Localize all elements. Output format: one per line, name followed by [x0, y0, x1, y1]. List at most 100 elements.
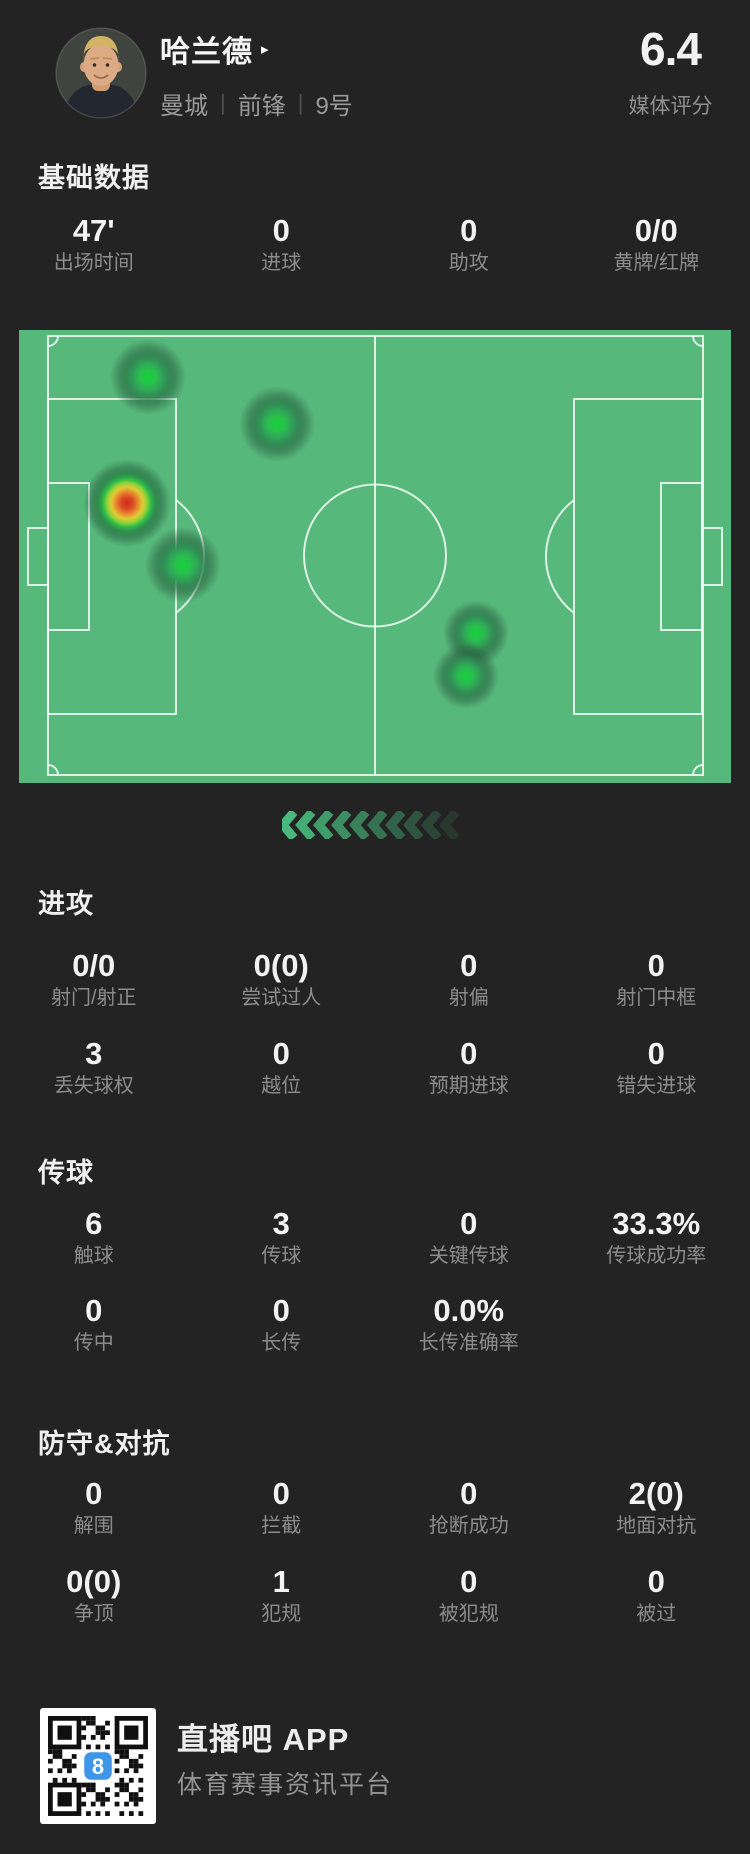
stat-cell: 2(0) 地面对抗: [563, 1475, 750, 1539]
section-title-basic: 基础数据: [38, 163, 150, 193]
rating-block: 6.4 媒体评分: [598, 24, 743, 120]
stat-label: 长传: [261, 1332, 302, 1354]
stat-cell: 0 射偏: [375, 947, 563, 1011]
chevron-left-icon: [313, 811, 334, 839]
stat-row-def-1: 0 解围 0 拦截 0 抢断成功 2(0) 地面对抗: [0, 1475, 750, 1539]
team-name: 曼城: [160, 93, 208, 120]
stat-value: 0(0): [66, 1564, 122, 1599]
stat-label: 进球: [261, 252, 302, 274]
stat-value: 33.3%: [612, 1206, 701, 1241]
stat-value: 0: [460, 1206, 478, 1241]
stat-cell: 3 丢失球权: [0, 1035, 188, 1099]
chevron-left-icon: [331, 811, 352, 839]
stat-value: 0.0%: [433, 1293, 505, 1328]
app-tagline: 体育赛事资讯平台: [177, 1771, 394, 1799]
stat-row-attack-1: 0/0 射门/射正 0(0) 尝试过人 0 射偏 0 射门中框: [0, 947, 750, 1011]
stat-label: 长传准确率: [418, 1332, 519, 1354]
chevron-left-icon: [403, 811, 424, 839]
stat-value: 3: [272, 1206, 290, 1241]
chevron-left-icon: [349, 811, 370, 839]
stat-value: 3: [85, 1036, 103, 1071]
stat-label: 抢断成功: [428, 1515, 509, 1537]
stat-value: 0(0): [253, 948, 309, 983]
stat-cell: 47' 出场时间: [0, 212, 188, 276]
chevron-left-icon: [367, 811, 388, 839]
stat-value: 0: [460, 213, 478, 248]
stat-value: 47': [72, 213, 115, 248]
stat-cell: 0/0 黄牌/红牌: [563, 212, 750, 276]
heat-spots: [83, 339, 509, 709]
stat-value: 0: [460, 1036, 478, 1071]
attack-direction-chevrons-left-icon: [282, 811, 460, 839]
stat-cell: 0 被犯规: [375, 1563, 563, 1627]
stat-label: 黄牌/红牌: [613, 252, 700, 274]
stat-label: 被过: [636, 1603, 677, 1625]
chevron-left-icon: [439, 811, 460, 839]
stat-row-def-2: 0(0) 争顶 1 犯规 0 被犯规 0 被过: [0, 1563, 750, 1627]
media-rating-value: 6.4: [640, 23, 702, 75]
stat-cell: 0 长传: [188, 1292, 376, 1356]
app-qr-code: 8: [40, 1708, 156, 1824]
player-avatar[interactable]: [55, 27, 147, 119]
section-title-defense: 防守&对抗: [38, 1429, 171, 1459]
stat-row-basic: 47' 出场时间 0 进球 0 助攻 0/0 黄牌/红牌: [0, 212, 750, 276]
section-title-attack: 进攻: [38, 889, 94, 919]
stat-label: 传球成功率: [606, 1245, 707, 1267]
stat-value: 0: [272, 1293, 290, 1328]
stat-cell: 6 触球: [0, 1205, 188, 1269]
stat-cell: 0(0) 尝试过人: [188, 947, 376, 1011]
stat-label: 传中: [73, 1332, 114, 1354]
stat-cell: 1 犯规: [188, 1563, 376, 1627]
stat-label: 预期进球: [428, 1075, 509, 1097]
heat-spot-green: [110, 339, 186, 415]
chevron-left-icon: [295, 811, 316, 839]
stat-value: 0/0: [72, 948, 116, 983]
stat-cell: 0.0% 长传准确率: [375, 1292, 563, 1356]
stat-cell: 0 拦截: [188, 1475, 376, 1539]
heatmap-pitch: [19, 330, 731, 783]
stat-cell: 0(0) 争顶: [0, 1563, 188, 1627]
media-rating-label: 媒体评分: [628, 95, 713, 118]
stat-cell: 0/0 射门/射正: [0, 947, 188, 1011]
section-title-passing: 传球: [38, 1158, 94, 1188]
heat-spot-green: [239, 386, 315, 462]
shirt-number: 9号: [315, 93, 353, 120]
stat-value: 0: [85, 1476, 103, 1511]
stat-label: 触球: [73, 1245, 114, 1267]
app-name: 直播吧 APP: [177, 1722, 350, 1757]
stat-cell: 33.3% 传球成功率: [563, 1205, 750, 1269]
stat-row-attack-2: 3 丢失球权 0 越位 0 预期进球 0 错失进球: [0, 1035, 750, 1099]
stat-value: 0: [272, 213, 290, 248]
qr-logo-text: 8: [92, 1754, 104, 1779]
stat-value: 0: [272, 1476, 290, 1511]
stat-value: 0: [460, 948, 478, 983]
stat-label: 射门中框: [616, 987, 697, 1009]
stat-cell: 0 关键传球: [375, 1205, 563, 1269]
player-name-row[interactable]: 哈兰德 ▸: [160, 30, 269, 69]
qr-app-logo: [81, 1749, 115, 1783]
stat-value: 0/0: [634, 213, 678, 248]
stat-label: 关键传球: [428, 1245, 509, 1267]
heat-spot-green: [145, 527, 221, 603]
stat-cell: 0 射门中框: [563, 947, 750, 1011]
stat-cell: 0 传中: [0, 1292, 188, 1356]
stat-label: 被犯规: [438, 1603, 499, 1625]
stat-value: 0: [272, 1036, 290, 1071]
stat-label: 助攻: [448, 252, 489, 274]
stat-value: 0: [647, 948, 665, 983]
heat-spot-green: [433, 643, 499, 709]
pitch-lines: [27, 335, 723, 776]
stat-cell: 0 被过: [563, 1563, 750, 1627]
expand-arrow-icon: ▸: [261, 40, 269, 58]
separator: |: [297, 89, 304, 115]
stat-value: 6: [85, 1206, 103, 1241]
stat-cell: 0 进球: [188, 212, 376, 276]
stat-label: 射门/射正: [50, 987, 137, 1009]
stat-value: 0: [460, 1476, 478, 1511]
stat-value: 0: [647, 1036, 665, 1071]
stat-value: 1: [272, 1564, 290, 1599]
heat-spot-hot: [83, 459, 171, 547]
stat-value: 0: [460, 1564, 478, 1599]
stat-label: 射偏: [448, 987, 489, 1009]
